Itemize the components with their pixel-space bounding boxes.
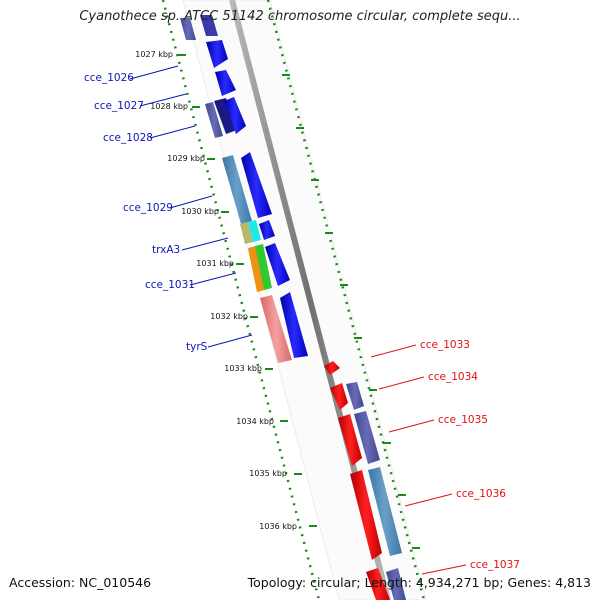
leader-line	[370, 344, 417, 358]
gene-label[interactable]: cce_1036	[456, 488, 506, 500]
gene-arrow[interactable]	[206, 40, 228, 68]
forward-strand-genes	[200, 15, 308, 358]
topology-summary: Topology: circular; Length: 4,934,271 bp…	[247, 575, 591, 590]
gene-arrow[interactable]	[324, 361, 340, 375]
gene-arrow[interactable]	[366, 568, 390, 600]
gene-arrow[interactable]	[214, 98, 237, 134]
leader-line	[404, 493, 453, 507]
colored-features	[180, 18, 292, 363]
tick-label: 1030 kbp	[181, 207, 219, 216]
tick-label: 1032 kbp	[210, 312, 248, 321]
gene-arrow[interactable]	[330, 383, 348, 410]
left-label-leaders	[129, 65, 253, 348]
leader-line	[378, 376, 425, 390]
gene-arrow[interactable]	[350, 470, 382, 560]
gene-arrow[interactable]	[200, 15, 218, 36]
gene-arrow[interactable]	[280, 292, 308, 358]
ruler-ticks-right	[282, 74, 420, 549]
leader-line	[388, 419, 435, 433]
gene-label[interactable]: tyrS	[186, 341, 208, 353]
leader-line	[421, 564, 467, 575]
feature-block[interactable]	[354, 411, 380, 464]
tick-label: 1027 kbp	[135, 50, 173, 59]
accession-text: Accession: NC_010546	[9, 575, 152, 590]
gene-arrow[interactable]	[215, 70, 236, 96]
feature-block[interactable]	[180, 18, 196, 40]
leader-line	[129, 65, 179, 80]
feature-block[interactable]	[222, 155, 252, 224]
leader-line	[169, 195, 213, 209]
leader-line	[181, 237, 229, 251]
tick-label: 1031 kbp	[196, 259, 234, 268]
tick-label: 1029 kbp	[167, 154, 205, 163]
gene-label[interactable]: cce_1031	[145, 279, 195, 291]
leader-line	[139, 93, 187, 107]
gene-arrow[interactable]	[265, 243, 290, 286]
tick-label: 1033 kbp	[224, 364, 262, 373]
leader-line	[149, 125, 196, 139]
feature-block[interactable]	[248, 220, 261, 242]
gene-label[interactable]: cce_1034	[428, 371, 478, 383]
gene-label[interactable]: cce_1026	[84, 72, 134, 84]
feature-block[interactable]	[346, 382, 364, 410]
feature-block[interactable]	[205, 102, 223, 138]
right-label-leaders	[370, 344, 467, 575]
feature-block[interactable]	[260, 295, 292, 363]
ruler-labels: 1027 kbp 1028 kbp 1029 kbp 1030 kbp 1031…	[135, 50, 297, 531]
gene-label[interactable]: cce_1035	[438, 414, 488, 426]
ruler-ticks	[178, 54, 317, 527]
gene-label[interactable]: cce_1028	[103, 132, 153, 144]
reverse-strand-genes	[324, 361, 406, 600]
feature-block[interactable]	[240, 222, 253, 244]
gene-arrow[interactable]	[338, 414, 362, 466]
feature-block[interactable]	[248, 246, 265, 292]
tick-label: 1035 kbp	[249, 469, 287, 478]
tick-label: 1028 kbp	[150, 102, 188, 111]
gene-arrow[interactable]	[241, 152, 272, 218]
gene-label[interactable]: cce_1029	[123, 202, 173, 214]
gene-label[interactable]: cce_1033	[420, 339, 470, 351]
leader-line	[189, 272, 237, 286]
feature-block[interactable]	[368, 467, 402, 556]
gene-label[interactable]: cce_1037	[470, 559, 520, 571]
left-labels: cce_1026 cce_1027 cce_1028 cce_1029 trxA…	[84, 72, 208, 353]
sequence-title: Cyanothece sp. ATCC 51142 chromosome cir…	[79, 9, 521, 24]
gene-label[interactable]: cce_1027	[94, 100, 144, 112]
feature-block[interactable]	[386, 568, 406, 600]
gene-arrow[interactable]	[224, 97, 246, 134]
tick-label: 1036 kbp	[259, 522, 297, 531]
gene-arrow[interactable]	[259, 220, 275, 240]
gene-label[interactable]: trxA3	[152, 244, 180, 256]
leader-line	[207, 334, 253, 348]
tick-label: 1034 kbp	[236, 417, 274, 426]
feature-block[interactable]	[255, 244, 272, 290]
right-labels: cce_1033 cce_1034 cce_1035 cce_1036 cce_…	[420, 339, 520, 571]
